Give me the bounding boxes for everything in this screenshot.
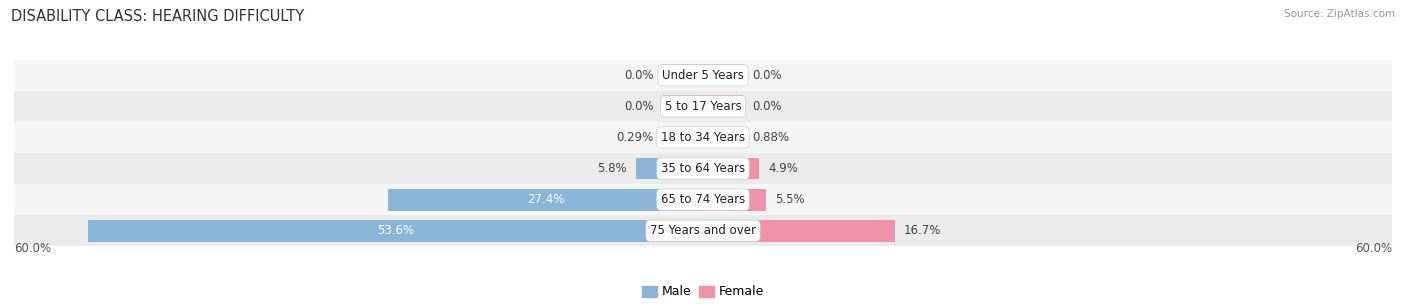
Text: Source: ZipAtlas.com: Source: ZipAtlas.com <box>1284 9 1395 19</box>
Bar <box>388 189 703 211</box>
Text: 5 to 17 Years: 5 to 17 Years <box>665 100 741 113</box>
Text: 0.0%: 0.0% <box>624 100 654 113</box>
Legend: Male, Female: Male, Female <box>637 280 769 304</box>
Text: 0.0%: 0.0% <box>752 69 782 82</box>
Text: 5.8%: 5.8% <box>598 162 627 175</box>
Text: 16.7%: 16.7% <box>904 224 941 237</box>
Text: 35 to 64 Years: 35 to 64 Years <box>661 162 745 175</box>
Bar <box>14 122 1392 153</box>
Text: 5.5%: 5.5% <box>775 193 806 206</box>
Text: DISABILITY CLASS: HEARING DIFFICULTY: DISABILITY CLASS: HEARING DIFFICULTY <box>11 9 305 24</box>
Bar <box>662 64 703 86</box>
Bar <box>703 189 766 211</box>
Text: 75 Years and over: 75 Years and over <box>650 224 756 237</box>
Text: 60.0%: 60.0% <box>14 242 51 255</box>
Bar <box>637 158 703 179</box>
Text: 60.0%: 60.0% <box>1355 242 1392 255</box>
Bar <box>703 95 744 117</box>
Text: 65 to 74 Years: 65 to 74 Years <box>661 193 745 206</box>
Text: 4.9%: 4.9% <box>769 162 799 175</box>
Text: 0.0%: 0.0% <box>624 69 654 82</box>
Bar <box>14 60 1392 91</box>
Text: 18 to 34 Years: 18 to 34 Years <box>661 131 745 144</box>
Bar <box>14 91 1392 122</box>
Bar <box>87 220 703 242</box>
Text: 0.0%: 0.0% <box>752 100 782 113</box>
Bar <box>703 158 759 179</box>
Text: Under 5 Years: Under 5 Years <box>662 69 744 82</box>
Text: 27.4%: 27.4% <box>527 193 564 206</box>
Bar <box>703 127 744 148</box>
Text: 0.88%: 0.88% <box>752 131 789 144</box>
Bar <box>14 184 1392 215</box>
Text: 0.29%: 0.29% <box>616 131 654 144</box>
Bar <box>703 220 894 242</box>
Bar <box>14 215 1392 246</box>
Bar <box>14 153 1392 184</box>
Bar <box>662 95 703 117</box>
Bar <box>662 127 703 148</box>
Text: 53.6%: 53.6% <box>377 224 413 237</box>
Bar <box>703 64 744 86</box>
